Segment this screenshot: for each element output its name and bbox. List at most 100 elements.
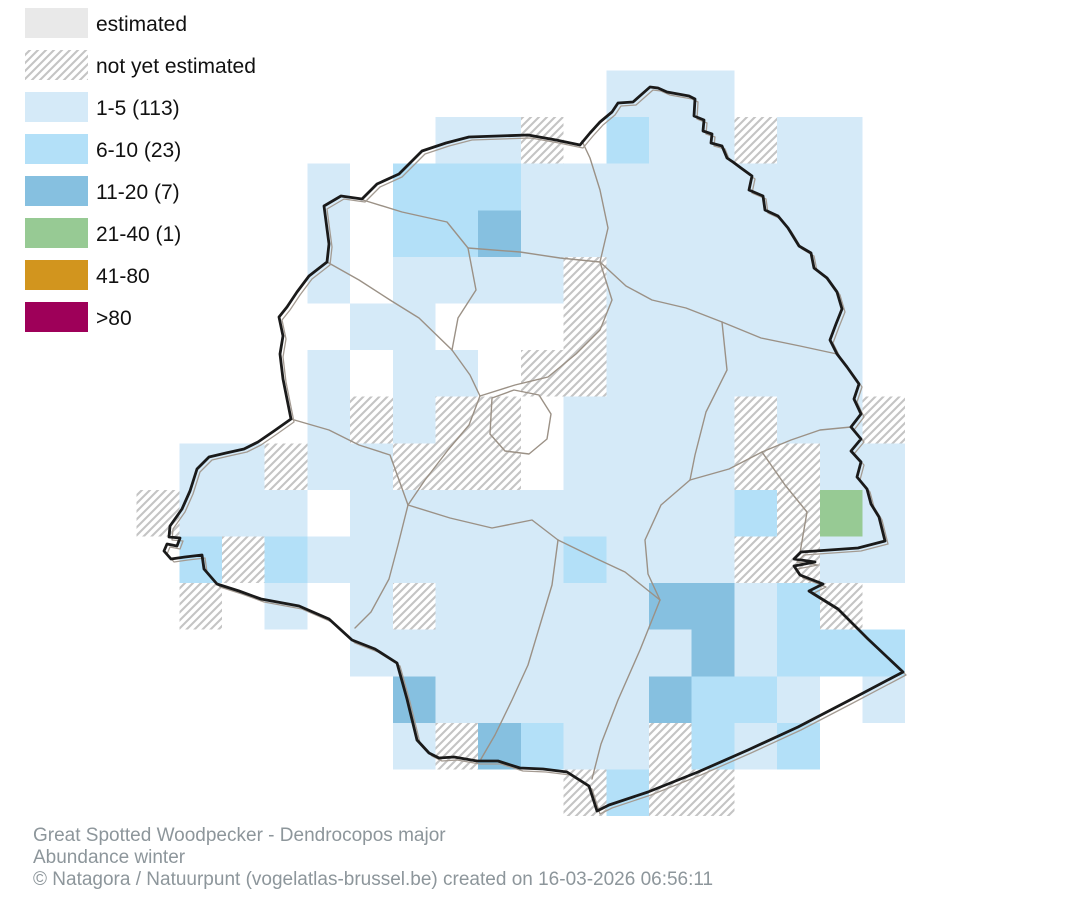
- legend-item-not-yet-estimated: not yet estimated: [25, 50, 256, 80]
- grid-cell-17-8: [734, 396, 778, 444]
- grid-cell-17-3: [734, 163, 778, 211]
- grid-cell-12-3: [520, 163, 564, 211]
- commune-boundaries: [290, 140, 852, 780]
- grid-cell-5-12: [222, 583, 265, 630]
- legend-label-11-20: 11-20 (7): [96, 181, 180, 204]
- grid-cell-16-9: [691, 443, 735, 490]
- grid-cell-7-8: [307, 396, 351, 444]
- grid-cell-11-8: [478, 396, 521, 444]
- grid-cell-8-13: [350, 629, 393, 677]
- grid-cell-6-10: [264, 489, 308, 537]
- grid-cell-5-11: [222, 536, 265, 584]
- map-legend: estimated not yet estimated 1-5 (113) 6-…: [25, 8, 256, 332]
- grid-cell-12-7: [520, 350, 564, 397]
- grid-cells-layer: [136, 70, 906, 817]
- grid-cell-10-13: [435, 629, 479, 677]
- grid-cell-17-2: [734, 117, 778, 164]
- legend-item-6-10: 6-10 (23): [25, 134, 181, 164]
- grid-cell-12-9: [520, 443, 564, 490]
- legend-label-estimated: estimated: [96, 13, 187, 36]
- grid-cell-12-8: [520, 396, 564, 444]
- grid-cell-15-6: [649, 303, 692, 351]
- legend-label-41-80: 41-80: [96, 265, 150, 288]
- grid-cell-8-9: [350, 443, 393, 490]
- grid-cell-11-13: [478, 629, 521, 677]
- grid-cell-12-4: [520, 210, 564, 257]
- grid-cell-17-4: [734, 210, 778, 257]
- grid-cell-17-12: [734, 583, 778, 630]
- grid-cell-13-16: [563, 769, 607, 817]
- grid-cell-18-15: [777, 722, 820, 770]
- grid-cell-19-3: [819, 163, 863, 211]
- grid-cell-13-5: [563, 256, 607, 304]
- grid-cell-10-9: [435, 443, 479, 490]
- grid-cell-11-6: [478, 303, 521, 351]
- grid-cell-11-3: [478, 163, 521, 211]
- grid-cell-15-11: [649, 536, 692, 584]
- grid-cell-14-6: [606, 303, 649, 351]
- grid-cell-18-9: [777, 443, 820, 490]
- grid-cell-5-10: [222, 489, 265, 537]
- legend-label-not-yet-estimated: not yet estimated: [96, 55, 256, 78]
- grid-cell-11-10: [478, 489, 521, 537]
- grid-cell-16-12: [691, 583, 735, 630]
- grid-cell-14-4: [606, 210, 649, 257]
- legend-label-gt-80: >80: [96, 307, 132, 330]
- legend-swatch-11-20: [25, 176, 88, 206]
- grid-cell-12-11: [520, 536, 564, 584]
- grid-cell-11-12: [478, 583, 521, 630]
- grid-cell-12-15: [520, 722, 564, 770]
- grid-cell-9-4: [392, 210, 436, 257]
- map-footer: Great Spotted Woodpecker - Dendrocopos m…: [33, 825, 713, 890]
- grid-cell-16-16: [691, 769, 735, 817]
- grid-cell-14-7: [606, 350, 649, 397]
- grid-cell-19-10: [819, 489, 863, 537]
- grid-cell-20-14: [862, 676, 906, 723]
- grid-cell-8-8: [350, 396, 393, 444]
- grid-cell-9-3: [392, 163, 436, 211]
- grid-cell-14-9: [606, 443, 649, 490]
- legend-item-1-5: 1-5 (113): [25, 92, 180, 122]
- legend-swatch-estimated: [25, 8, 88, 38]
- grid-cell-16-5: [691, 256, 735, 304]
- footer-species: Great Spotted Woodpecker - Dendrocopos m…: [33, 825, 446, 846]
- grid-cell-10-10: [435, 489, 479, 537]
- grid-cell-10-15: [435, 722, 479, 770]
- grid-cell-19-5: [819, 256, 863, 304]
- grid-cell-14-10: [606, 489, 649, 537]
- grid-cell-17-9: [734, 443, 778, 490]
- grid-cell-12-13: [520, 629, 564, 677]
- grid-cell-19-4: [819, 210, 863, 257]
- grid-cell-15-8: [649, 396, 692, 444]
- legend-swatch-1-5: [25, 92, 88, 122]
- grid-cell-16-1: [691, 70, 735, 118]
- legend-swatch-6-10: [25, 134, 88, 164]
- grid-cell-18-13: [777, 629, 820, 677]
- grid-cell-12-14: [520, 676, 564, 723]
- legend-item-11-20: 11-20 (7): [25, 176, 180, 206]
- grid-cell-17-13: [734, 629, 778, 677]
- grid-cell-8-6: [350, 303, 393, 351]
- grid-cell-18-7: [777, 350, 820, 397]
- grid-cell-16-6: [691, 303, 735, 351]
- grid-cell-13-3: [563, 163, 607, 211]
- grid-cell-4-10: [179, 489, 222, 537]
- grid-cell-14-2: [606, 117, 649, 164]
- grid-cell-13-13: [563, 629, 607, 677]
- grid-cell-18-14: [777, 676, 820, 723]
- grid-cell-19-12: [819, 583, 863, 630]
- grid-cell-16-11: [691, 536, 735, 584]
- grid-cell-14-14: [606, 676, 649, 723]
- grid-cell-8-10: [350, 489, 393, 537]
- grid-cell-19-9: [819, 443, 863, 490]
- grid-cell-14-11: [606, 536, 649, 584]
- grid-cell-17-7: [734, 350, 778, 397]
- legend-item-21-40: 21-40 (1): [25, 218, 181, 248]
- legend-swatch-41-80: [25, 260, 88, 290]
- grid-cell-8-7: [350, 350, 393, 397]
- grid-cell-17-10: [734, 489, 778, 537]
- grid-cell-13-10: [563, 489, 607, 537]
- grid-cell-18-2: [777, 117, 820, 164]
- grid-cell-11-2: [478, 117, 521, 164]
- grid-cell-16-4: [691, 210, 735, 257]
